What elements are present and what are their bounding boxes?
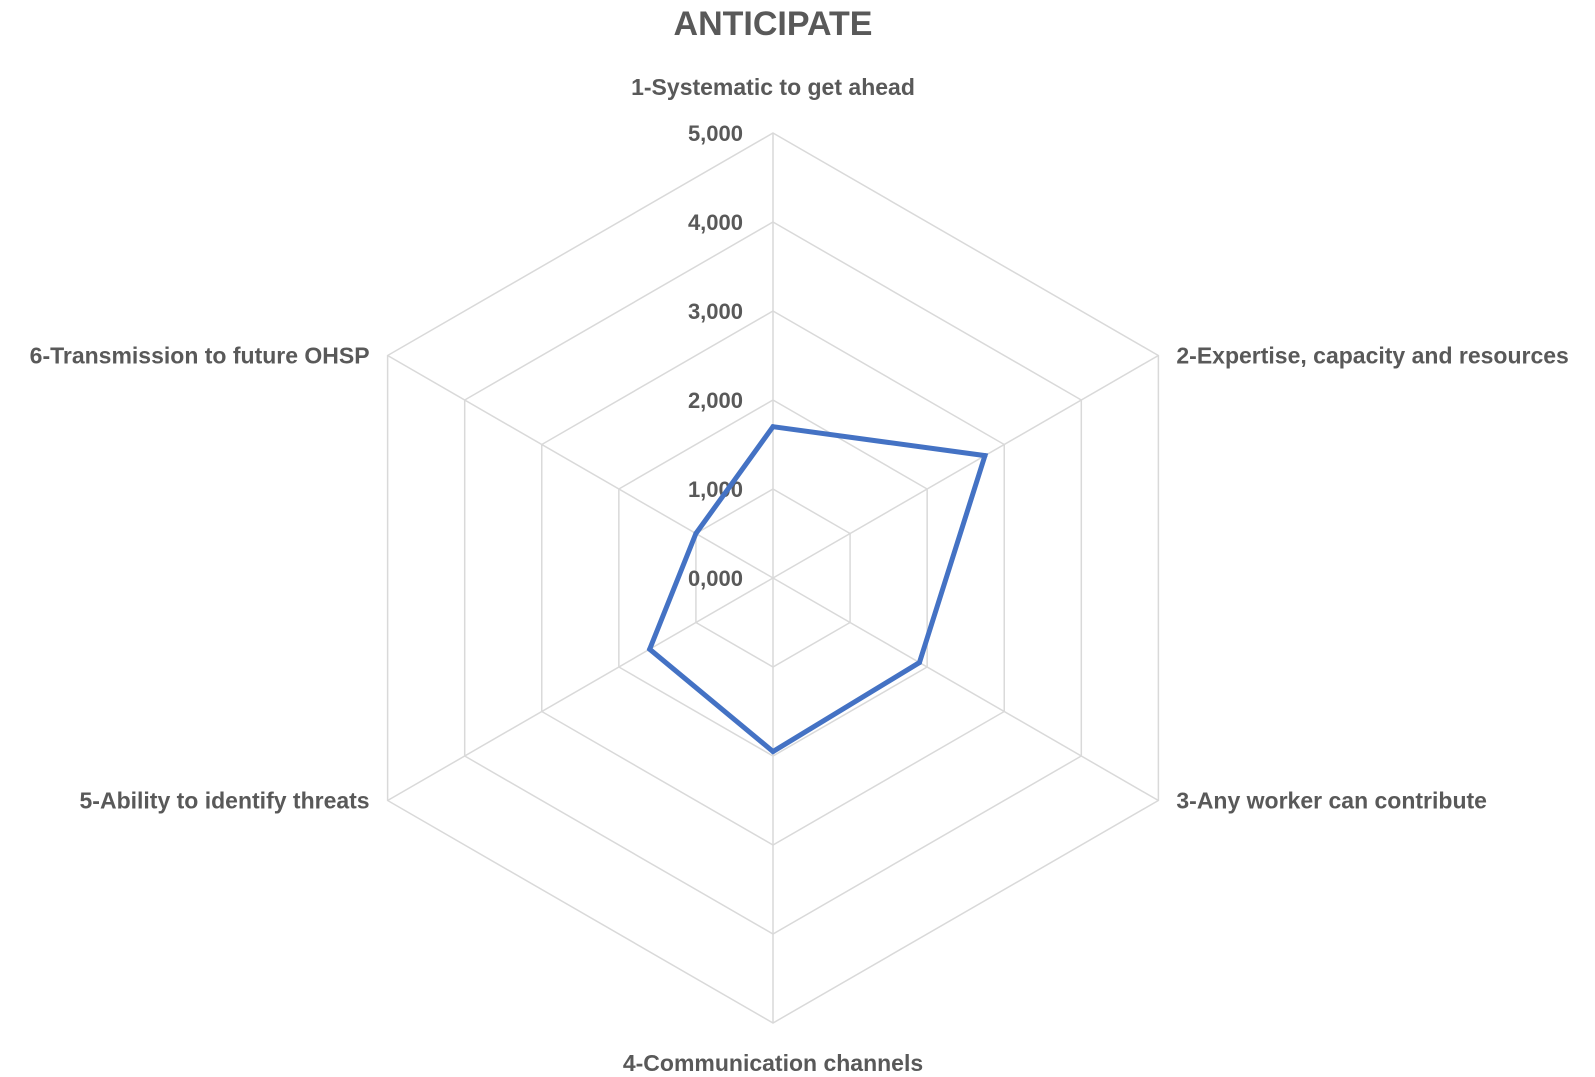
category-labels: 1-Systematic to get ahead 2-Expertise, ca… — [30, 74, 1569, 1076]
category-label: 3-Any worker can contribute — [1176, 788, 1487, 814]
data-point — [982, 453, 988, 459]
chart-title: ANTICIPATE — [674, 5, 873, 43]
spoke-line — [772, 354, 1159, 579]
data-point — [770, 424, 776, 430]
tick-label: 0,000 — [688, 566, 743, 591]
category-label: 1-Systematic to get ahead — [631, 74, 915, 100]
spoke-line — [387, 354, 774, 579]
data-point — [647, 646, 653, 652]
category-label: 6-Transmission to future OHSP — [30, 343, 370, 369]
tick-label: 2,000 — [688, 388, 743, 413]
series-layer — [646, 424, 989, 755]
tick-label: 3,000 — [688, 299, 743, 324]
tick-label: 5,000 — [688, 121, 743, 146]
category-label: 4-Communication channels — [623, 1050, 923, 1076]
data-point — [916, 660, 922, 666]
radar-grid — [386, 132, 1160, 1024]
spoke-line — [387, 577, 774, 802]
category-label: 5-Ability to identify threats — [80, 788, 370, 814]
category-label: 2-Expertise, capacity and resources — [1176, 343, 1568, 369]
data-point — [770, 749, 776, 755]
tick-label: 4,000 — [688, 210, 743, 235]
spoke-line — [772, 577, 1159, 802]
data-point — [693, 531, 699, 536]
